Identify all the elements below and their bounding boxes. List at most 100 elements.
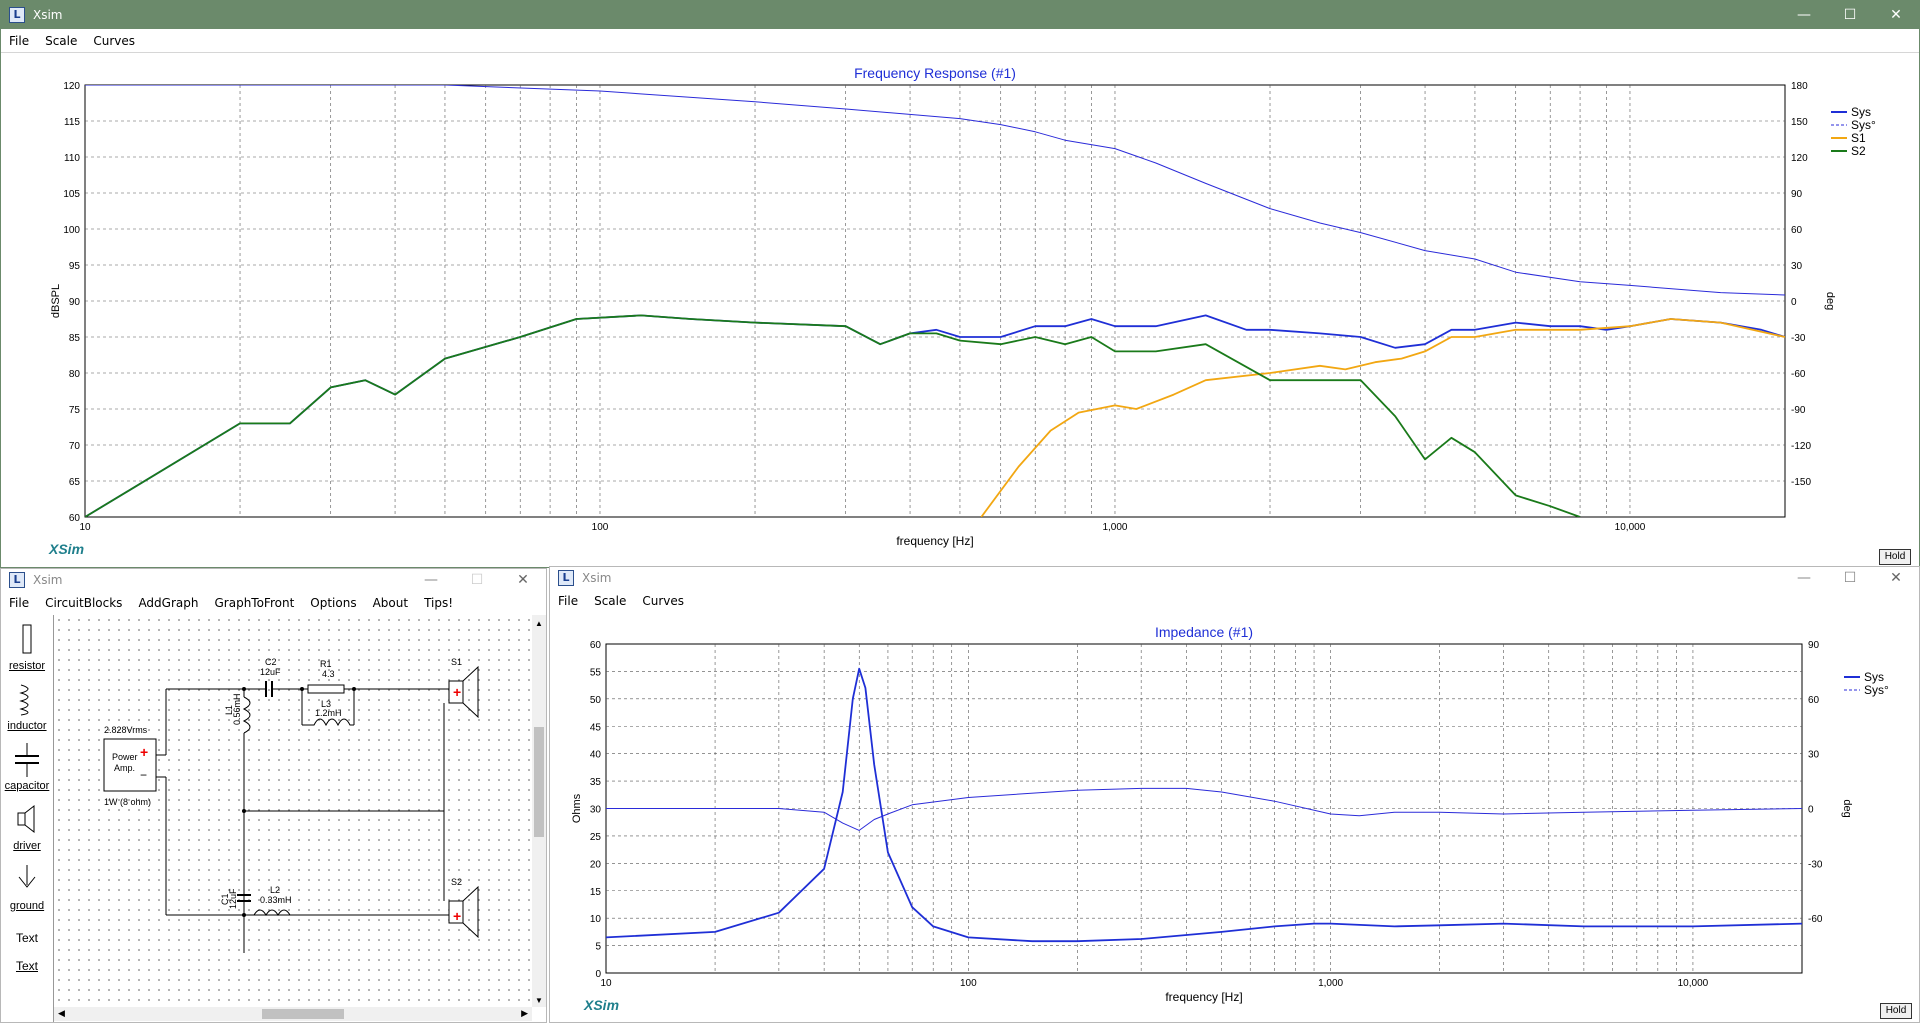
- y2-tick-label: 60: [1808, 695, 1820, 706]
- svg-text:+: +: [140, 744, 148, 760]
- xsim-logo: XSim: [49, 541, 85, 557]
- legend-label: S1: [1851, 131, 1866, 145]
- menu-addgraph[interactable]: AddGraph: [138, 596, 199, 610]
- close-button[interactable]: ✕: [517, 572, 529, 588]
- y2-tick-label: 90: [1808, 640, 1820, 651]
- tool-ground[interactable]: ground: [1, 863, 53, 912]
- y-tick-label: 75: [69, 405, 81, 416]
- y-tick-label: 85: [69, 333, 81, 344]
- series-line-s1: [980, 318, 1785, 517]
- maximize-button[interactable]: ☐: [1843, 7, 1857, 23]
- impedance-window: L Xsim — ☐ ✕ File Scale Curves 0 5 10 15 20 2…: [549, 566, 1920, 1023]
- y-tick-label: 120: [63, 81, 80, 92]
- close-button[interactable]: ✕: [1890, 570, 1902, 586]
- tool-label: inductor: [7, 720, 47, 732]
- tool-text[interactable]: Text: [1, 931, 53, 945]
- menu-curves[interactable]: Curves: [642, 594, 685, 608]
- r1-value-label: 4.3: [322, 669, 335, 679]
- title-bar[interactable]: L Xsim — ☐ ✕: [1, 1, 1919, 29]
- circuit-window: L Xsim — ☐ ✕ File CircuitBlocks AddGraph…: [0, 568, 547, 1023]
- maximize-button[interactable]: ☐: [1843, 570, 1857, 586]
- circuit-menu-bar: File CircuitBlocks AddGraph GraphToFront…: [1, 593, 546, 613]
- frequency-response-window: L Xsim — ☐ ✕ File Scale Curves 60 65 70 75 8…: [0, 0, 1920, 568]
- scrollbar-thumb[interactable]: [262, 1009, 344, 1019]
- y2-tick-label: 120: [1791, 153, 1808, 164]
- tool-palette: resistor inductor capacitor driver groun…: [1, 615, 54, 1022]
- horizontal-scrollbar[interactable]: ◀ ▶: [54, 1007, 532, 1021]
- x-tick-label: 100: [592, 522, 609, 533]
- menu-file[interactable]: File: [558, 594, 579, 608]
- legend-label: Sys: [1864, 670, 1884, 684]
- tool-text-link[interactable]: Text: [1, 959, 53, 973]
- tool-label: Text: [15, 959, 38, 973]
- hold-button[interactable]: Hold: [1880, 1003, 1912, 1019]
- scrollbar-thumb[interactable]: [534, 727, 544, 837]
- amp-name-label: Power: [112, 752, 138, 762]
- tool-driver[interactable]: driver: [1, 803, 53, 852]
- menu-file[interactable]: File: [9, 34, 30, 48]
- tool-label: capacitor: [4, 780, 50, 792]
- x-axis-label: frequency [Hz]: [896, 534, 973, 548]
- menu-scale[interactable]: Scale: [594, 594, 627, 608]
- minimize-button[interactable]: —: [1797, 570, 1811, 586]
- c2-value-label: 12uF: [260, 667, 281, 677]
- y-tick-label: 60: [69, 513, 81, 524]
- svg-text:+: +: [453, 908, 461, 924]
- tool-label: Text: [15, 931, 38, 945]
- minimize-button[interactable]: —: [1797, 7, 1811, 23]
- legend-label: Sys°: [1851, 118, 1876, 132]
- schematic-canvas[interactable]: + + + − 2.828Vrms Power Amp. 1W (8 ohm) C2…: [54, 615, 532, 1005]
- circuit-title-bar[interactable]: L Xsim — ☐ ✕: [1, 569, 546, 591]
- y-tick-label: 90: [69, 297, 81, 308]
- vertical-scrollbar[interactable]: ▲ ▼: [532, 615, 546, 1007]
- series-line-s2: [85, 314, 1581, 517]
- impedance-title-bar[interactable]: L Xsim — ☐ ✕: [550, 567, 1919, 589]
- l2-value-label: 0.33mH: [260, 895, 292, 905]
- x-tick-label: 100: [960, 978, 977, 989]
- menu-scale[interactable]: Scale: [45, 34, 78, 48]
- series-line-sys-phase: [85, 85, 1785, 296]
- maximize-button[interactable]: ☐: [470, 572, 484, 588]
- y-tick-label: 100: [63, 225, 80, 236]
- tool-label: ground: [9, 900, 45, 912]
- impedance-chart: 0 5 10 15 20 25 30 35 40 45 50 55 60 -60 -30 0 30 60 90 10 1…: [571, 624, 1889, 1004]
- l1-value-label: 0.56mH: [232, 693, 242, 725]
- y-axis-label: Ohms: [571, 793, 583, 823]
- y-tick-label: 95: [69, 261, 81, 272]
- menu-circuitblocks[interactable]: CircuitBlocks: [45, 596, 123, 610]
- menu-curves[interactable]: Curves: [93, 34, 136, 48]
- app-icon: L: [9, 7, 25, 23]
- y2-tick-label: -60: [1808, 914, 1823, 925]
- tool-inductor[interactable]: inductor: [1, 683, 53, 732]
- tool-resistor[interactable]: resistor: [1, 623, 53, 672]
- y2-tick-label: 30: [1791, 261, 1803, 272]
- legend-label: Sys°: [1864, 683, 1889, 697]
- menu-tips[interactable]: Tips!: [424, 596, 454, 610]
- hold-button[interactable]: Hold: [1879, 549, 1911, 565]
- y-tick-label: 30: [590, 805, 602, 816]
- app-icon: L: [9, 572, 25, 588]
- minimize-button[interactable]: —: [424, 572, 438, 588]
- capacitor-icon: [15, 743, 39, 777]
- y-tick-label: 20: [590, 859, 602, 870]
- impedance-window-title: Xsim: [582, 571, 612, 585]
- menu-file[interactable]: File: [9, 596, 30, 610]
- menu-about[interactable]: About: [372, 596, 409, 610]
- schematic-drawing: + + + − 2.828Vrms Power Amp. 1W (8 ohm) C2…: [103, 657, 479, 953]
- svg-text:+: +: [453, 684, 461, 700]
- l3-value-label: 1.2mH: [315, 708, 342, 718]
- y2-tick-label: -120: [1791, 441, 1811, 452]
- menu-options[interactable]: Options: [310, 596, 357, 610]
- c1-name-label: C1: [220, 893, 230, 905]
- chart-title: Frequency Response (#1): [854, 65, 1016, 81]
- series-line-sys: [85, 314, 1785, 517]
- app-icon: L: [558, 570, 574, 586]
- y-tick-label: 25: [590, 832, 602, 843]
- y2-tick-label: 180: [1791, 81, 1808, 92]
- menu-graphtofront[interactable]: GraphToFront: [214, 596, 295, 610]
- y-tick-label: 35: [590, 777, 602, 788]
- x-tick-label: 10,000: [1615, 522, 1646, 533]
- xsim-logo: XSim: [584, 997, 620, 1013]
- tool-capacitor[interactable]: capacitor: [1, 743, 53, 792]
- close-button[interactable]: ✕: [1890, 7, 1902, 23]
